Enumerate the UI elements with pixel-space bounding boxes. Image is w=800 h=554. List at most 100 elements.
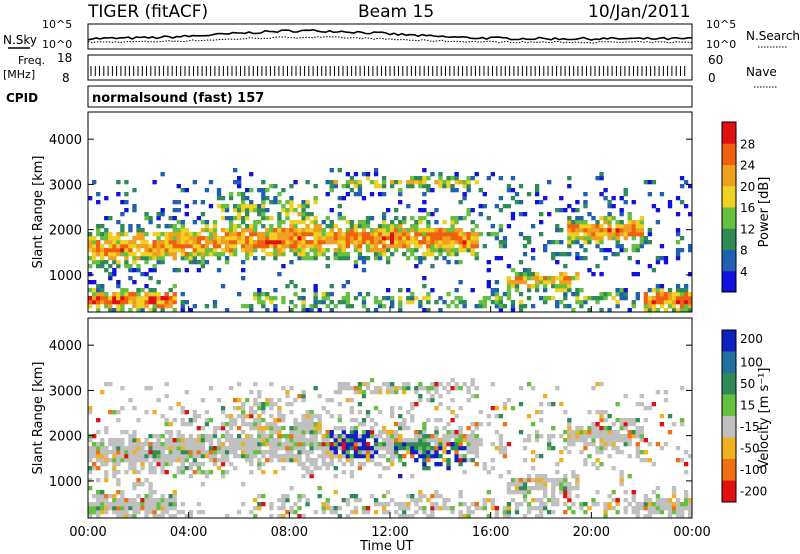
heatmap-cell xyxy=(675,506,681,511)
heatmap-cell xyxy=(156,260,161,265)
heatmap-cell xyxy=(128,438,133,443)
heatmap-cell xyxy=(639,220,644,225)
heatmap-cell xyxy=(498,414,504,419)
heatmap-cell xyxy=(128,514,133,519)
heatmap-cell xyxy=(249,410,254,415)
heatmap-cell xyxy=(571,502,576,507)
heatmap-cell xyxy=(583,446,588,451)
heatmap-cell xyxy=(297,454,302,459)
heatmap-cell xyxy=(385,438,391,443)
heatmap-cell xyxy=(277,430,282,435)
heatmap-cell xyxy=(337,382,342,387)
heatmap-cell xyxy=(551,256,556,261)
heatmap-cell xyxy=(232,454,238,459)
heatmap-cell xyxy=(164,296,169,301)
heatmap-cell xyxy=(462,434,467,439)
heatmap-cell xyxy=(301,288,306,293)
heatmap-cell xyxy=(305,256,310,261)
heatmap-cell xyxy=(269,514,274,519)
heatmap-cell xyxy=(518,184,524,189)
heatmap-cell xyxy=(357,220,363,225)
heatmap-cell xyxy=(579,228,584,233)
heatmap-cell xyxy=(180,292,185,297)
heatmap-cell xyxy=(410,494,415,499)
heatmap-cell xyxy=(200,510,206,515)
heatmap-cell xyxy=(398,304,403,309)
heatmap-cell xyxy=(245,304,250,309)
heatmap-cell xyxy=(442,442,447,447)
heatmap-cell xyxy=(148,490,153,495)
heatmap-cell xyxy=(224,430,230,435)
heatmap-cell xyxy=(406,438,411,443)
heatmap-cell xyxy=(132,450,137,455)
heatmap-cell xyxy=(128,450,133,455)
heatmap-cell xyxy=(422,510,427,515)
heatmap-cell xyxy=(253,418,258,423)
heatmap-cell xyxy=(543,300,548,305)
heatmap-cell xyxy=(510,498,516,503)
heatmap-cell xyxy=(522,276,528,281)
heatmap-cell xyxy=(104,502,109,507)
heatmap-cell xyxy=(394,502,399,507)
heatmap-cell xyxy=(325,430,330,435)
heatmap-cell xyxy=(301,228,306,233)
heatmap-cell xyxy=(188,454,193,459)
heatmap-cell xyxy=(132,470,137,475)
heatmap-cell xyxy=(124,450,129,455)
heatmap-cell xyxy=(273,184,278,189)
heatmap-cell xyxy=(152,498,157,503)
heatmap-cell xyxy=(253,442,258,447)
heatmap-cell xyxy=(216,204,222,209)
heatmap-cell xyxy=(679,184,685,189)
heatmap-cell xyxy=(176,442,181,447)
heatmap-cell xyxy=(567,236,572,241)
heatmap-cell xyxy=(349,224,355,229)
heatmap-cell xyxy=(156,252,161,257)
heatmap-cell xyxy=(357,410,363,415)
heatmap-cell xyxy=(381,212,387,217)
heatmap-cell xyxy=(446,184,451,189)
heatmap-cell xyxy=(212,220,218,225)
heatmap-cell xyxy=(120,490,125,495)
heatmap-cell xyxy=(575,276,580,281)
heatmap-cell xyxy=(530,466,536,471)
heatmap-cell xyxy=(136,446,141,451)
heatmap-cell xyxy=(365,240,371,245)
heatmap-cell xyxy=(458,296,463,301)
heatmap-cell xyxy=(309,446,314,451)
heatmap-cell xyxy=(301,422,306,427)
heatmap-cell xyxy=(132,506,137,511)
heatmap-cell xyxy=(208,228,214,233)
heatmap-cell xyxy=(124,252,129,257)
heatmap-cell xyxy=(224,260,230,265)
heatmap-cell xyxy=(317,232,322,237)
power-colorbar-label: Power [dB] xyxy=(757,177,772,248)
heatmap-cell xyxy=(603,514,608,519)
heatmap-cell xyxy=(160,260,165,265)
heatmap-cell xyxy=(623,292,628,297)
heatmap-cell xyxy=(216,450,222,455)
heatmap-cell xyxy=(434,300,439,305)
heatmap-cell xyxy=(518,502,524,507)
heatmap-cell xyxy=(482,304,487,309)
heatmap-cell xyxy=(470,208,475,213)
heatmap-cell xyxy=(563,478,568,483)
heatmap-cell xyxy=(683,470,689,475)
heatmap-cell xyxy=(216,442,222,447)
heatmap-cell xyxy=(305,442,310,447)
heatmap-cell xyxy=(313,510,318,515)
heatmap-cell xyxy=(144,212,149,217)
heatmap-cell xyxy=(172,228,177,233)
heatmap-cell xyxy=(297,256,302,261)
heatmap-cell xyxy=(120,442,125,447)
heatmap-cell xyxy=(474,438,479,443)
heatmap-cell xyxy=(265,442,270,447)
heatmap-cell xyxy=(241,204,246,209)
heatmap-cell xyxy=(398,236,403,241)
heatmap-cell xyxy=(394,510,399,515)
heatmap-cell xyxy=(530,248,536,253)
heatmap-cell xyxy=(305,426,310,431)
heatmap-cell xyxy=(136,228,141,233)
heatmap-cell xyxy=(474,426,479,431)
heatmap-cell xyxy=(543,284,548,289)
